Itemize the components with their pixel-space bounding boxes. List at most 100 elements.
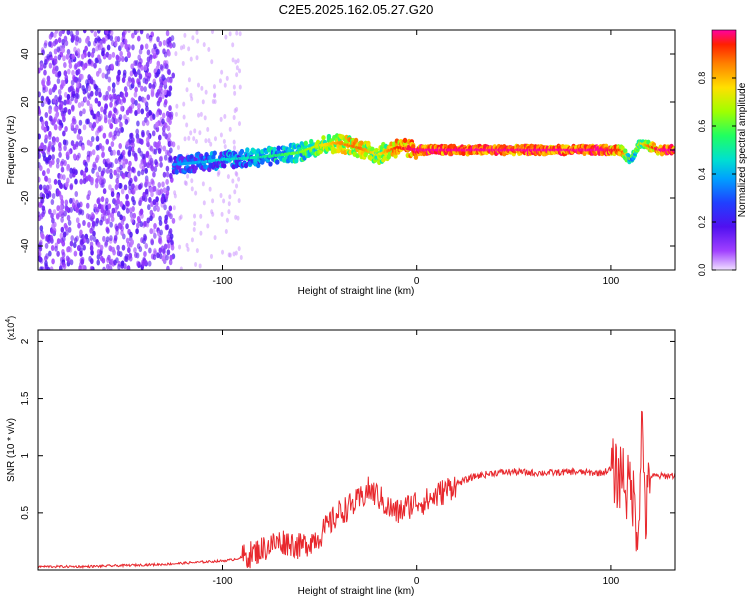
spectrogram-cell <box>52 97 57 104</box>
spectrogram-cell <box>374 147 379 154</box>
spectrogram-cell <box>194 190 198 196</box>
spectrogram-cell <box>144 43 149 50</box>
spectrogram-cell <box>268 161 273 167</box>
snr-plot-area <box>38 330 675 570</box>
spectrogram-cell <box>239 148 245 155</box>
spectrogram-cell <box>118 127 122 134</box>
spectrogram-cell <box>162 187 167 194</box>
spectrogram-cell <box>87 74 91 81</box>
spectrogram-cell <box>128 207 133 214</box>
spectrogram-cell <box>39 165 43 172</box>
spectrogram-cell <box>145 33 150 40</box>
spectrogram-cell <box>95 135 100 142</box>
spectrogram-cell <box>75 235 79 242</box>
spectrogram-cell <box>148 82 152 89</box>
spectrogram-cell <box>164 193 169 200</box>
spectrogram-cell <box>206 126 210 132</box>
spectrogram-cell <box>131 78 136 85</box>
spectrogram-cell <box>166 125 171 132</box>
spectrogram-cell <box>73 76 77 83</box>
spectrogram-cell <box>163 89 168 96</box>
spectrogram-cell <box>117 56 122 63</box>
spectrogram-cell <box>237 198 241 204</box>
spectrogram-cell <box>116 149 121 156</box>
spectrogram-cell <box>87 174 92 181</box>
spectrogram-cell <box>152 171 156 178</box>
spectrogram-cell <box>134 86 138 93</box>
spectrogram-cell <box>54 245 58 252</box>
spectrogram-cell <box>87 190 92 197</box>
spectrogram-cell <box>51 258 55 265</box>
spectrogram-cell <box>235 65 239 71</box>
spectrogram-cell <box>125 200 129 207</box>
spectrogram-cell <box>198 263 202 269</box>
spectrogram-cell <box>131 166 135 173</box>
spectrogram-cell <box>402 137 408 143</box>
spectrogram-cell <box>60 166 65 173</box>
spectrogram-cell <box>71 168 76 175</box>
spectrogram-cell <box>139 162 143 169</box>
spectrogram-cell <box>96 30 101 34</box>
spectrogram-cell <box>166 90 171 97</box>
spectrogram-cell <box>74 190 79 197</box>
spectrogram-cell <box>63 70 68 77</box>
spectrogram-cell <box>101 47 105 54</box>
spectrogram-cell <box>45 157 49 164</box>
spectrogram-cell <box>91 79 96 86</box>
spectrogram-cell <box>54 30 59 34</box>
spectrogram-cell <box>67 149 71 156</box>
spectrogram-cell <box>92 230 96 237</box>
spectrogram-cell <box>219 116 223 122</box>
spectrogram-cell <box>144 167 148 174</box>
spectrogram-cell <box>102 188 107 195</box>
spectrogram-cell <box>226 174 230 180</box>
spectrogram-cell <box>156 36 160 43</box>
spectrogram-cell <box>81 264 86 270</box>
spectrogram-cell <box>169 147 173 154</box>
spectrogram-cell <box>105 197 109 204</box>
spectrogram-cell <box>39 62 44 69</box>
snr-panel: -100 0 100 0.5 1 1.5 2 Height of straight lin… <box>5 316 676 597</box>
spectrogram-cell <box>238 68 242 74</box>
spectrogram-cell <box>169 233 174 240</box>
spectrogram-cell <box>166 41 170 48</box>
spectrogram-cell <box>150 87 155 94</box>
spectrogram-cell <box>94 182 99 189</box>
spectrogram-cell <box>65 53 70 60</box>
spectrogram-cell <box>108 184 112 191</box>
spectrogram-cell <box>59 173 63 180</box>
spectrogram-cell <box>50 212 54 219</box>
spectrogram-cell <box>353 137 359 143</box>
spectrogram-cell <box>59 265 63 270</box>
spectrogram-cell <box>51 154 55 161</box>
spectrogram-cell <box>51 193 56 200</box>
spectrogram-cell <box>195 248 199 254</box>
spectrogram-cell <box>161 74 166 81</box>
spectrogram-cell <box>57 88 62 95</box>
spectrogram-cell <box>131 183 135 190</box>
spectrogram-cell <box>158 40 163 47</box>
spectrogram-cell <box>303 140 309 146</box>
spectrogram-cell <box>166 210 170 217</box>
spectrogram-cell <box>211 211 215 217</box>
spectrogram-cell <box>182 44 186 50</box>
spectrogram-cell <box>57 70 62 77</box>
spectrogram-cell <box>68 99 72 106</box>
spectrogram-cell <box>151 113 156 120</box>
spectrogram-cell <box>106 157 111 164</box>
spectrogram-cell <box>64 199 69 206</box>
spectrogram-cell <box>114 97 119 104</box>
spectrogram-cell <box>272 146 277 152</box>
spectrogram-cell <box>172 42 176 49</box>
spectrogram-cell <box>96 248 101 255</box>
spectrogram-cell <box>225 217 229 223</box>
spectrogram-cell <box>163 154 168 161</box>
spectrogram-cell <box>103 117 108 124</box>
spectrogram-cell <box>97 125 102 132</box>
spectrogram-cell <box>231 57 235 63</box>
spectrogram-cell <box>151 180 155 187</box>
spectrogram-cell <box>87 85 92 92</box>
spectrogram-cell <box>63 61 67 68</box>
spectrogram-cell <box>133 91 138 98</box>
spectrogram-cell <box>159 229 163 236</box>
